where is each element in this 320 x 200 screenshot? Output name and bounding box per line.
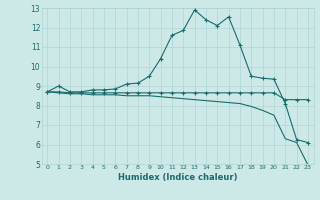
X-axis label: Humidex (Indice chaleur): Humidex (Indice chaleur) xyxy=(118,173,237,182)
